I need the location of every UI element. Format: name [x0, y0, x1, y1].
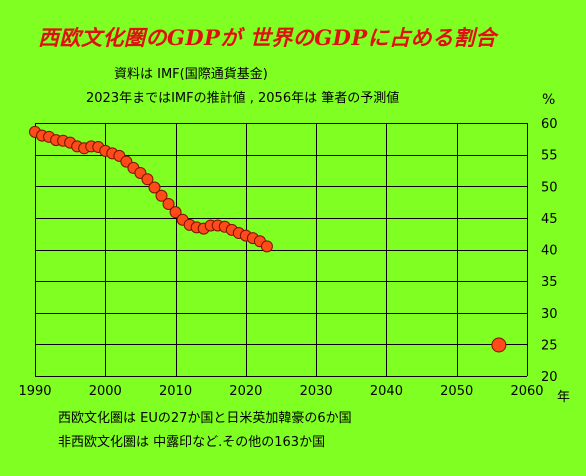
western-definition-note: 西欧文化圏は EUの27か国と日米英加韓豪の6か国: [58, 411, 352, 426]
forecast-point: [491, 337, 507, 353]
y-tick-label: 25: [541, 338, 558, 353]
data-point: [260, 240, 273, 253]
y-tick-label: 50: [541, 180, 558, 195]
data-points: [29, 125, 507, 353]
x-tick-label: 2010: [159, 384, 192, 399]
estimate-note: 2023年まではIMFの推計値 , 2056年は 筆者の予測値: [86, 91, 400, 106]
data-point: [148, 181, 161, 194]
y-tick-label: 60: [541, 117, 558, 132]
x-tick-label: 1990: [18, 384, 51, 399]
data-point: [169, 206, 182, 219]
x-tick-label: 2060: [510, 384, 543, 399]
chart-title: 西欧文化圏のGDPが 世界のGDPに占める割合: [38, 25, 497, 50]
x-axis-unit: 年: [557, 390, 571, 405]
x-tick-labels: 1990 2000 2010 2020 2030 2040 2050 2060: [18, 384, 543, 399]
x-tick-label: 2020: [229, 384, 262, 399]
y-tick-label: 40: [541, 244, 558, 259]
y-tick-label: 20: [541, 370, 558, 385]
grid-lines: [35, 123, 528, 377]
non-western-definition-note: 非西欧文化圏は 中露印など.その他の163か国: [58, 435, 326, 450]
x-tick-label: 2000: [89, 384, 122, 399]
x-tick-label: 2040: [370, 384, 403, 399]
y-tick-label: 35: [541, 275, 558, 290]
data-point: [141, 173, 154, 186]
y-tick-label: 45: [541, 212, 558, 227]
x-tick-label: 2030: [300, 384, 333, 399]
data-point: [162, 197, 175, 210]
y-tick-label: 30: [541, 307, 558, 322]
y-tick-labels: 20 25 30 35 40 45 50 55 60: [541, 117, 558, 385]
y-axis-unit: %: [542, 92, 556, 108]
data-point: [155, 189, 168, 202]
source-note: 資料は IMF(国際通貨基金): [114, 67, 268, 82]
x-tick-label: 2050: [440, 384, 473, 399]
y-tick-label: 55: [541, 149, 558, 164]
